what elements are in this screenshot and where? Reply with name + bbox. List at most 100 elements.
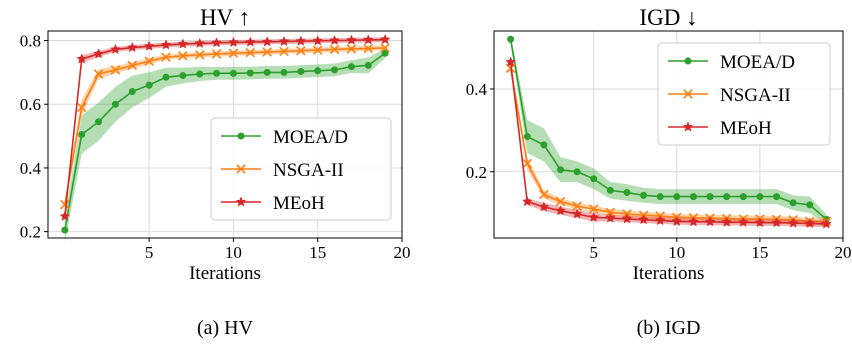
data-point — [194, 50, 205, 60]
data-point — [110, 43, 121, 55]
series-line — [64, 47, 386, 205]
data-point — [706, 193, 714, 201]
data-point — [721, 216, 733, 227]
data-point — [754, 217, 766, 228]
series-meoh — [59, 33, 391, 221]
data-point — [262, 47, 272, 57]
data-point — [314, 67, 322, 75]
data-point — [556, 166, 564, 174]
legend-box — [657, 42, 831, 146]
legend-label: NSGA-II — [273, 160, 344, 181]
data-point — [245, 47, 256, 58]
legend-marker — [235, 196, 247, 207]
data-point — [573, 168, 581, 176]
data-point — [623, 188, 631, 196]
data-point — [329, 34, 340, 46]
legend-label: MOEA/D — [273, 127, 348, 148]
data-point — [93, 48, 104, 59]
x-axis-label: Iterations — [633, 263, 705, 284]
legend-label: MOEA/D — [720, 52, 795, 73]
data-point — [522, 158, 533, 169]
data-point — [588, 204, 599, 214]
data-point — [160, 39, 172, 50]
data-point — [196, 70, 204, 78]
data-point — [640, 191, 648, 199]
data-point — [739, 193, 747, 201]
data-point — [572, 201, 582, 211]
data-point — [656, 193, 664, 201]
data-point — [263, 68, 271, 76]
data-point — [605, 207, 616, 218]
y-tick-label: 0.2 — [466, 163, 487, 182]
data-point — [381, 49, 389, 57]
data-point — [126, 41, 138, 53]
data-point — [279, 46, 289, 57]
data-point — [505, 56, 516, 67]
data-point — [671, 215, 683, 227]
legend-label: NSGA-II — [720, 85, 791, 106]
data-point — [507, 35, 515, 43]
data-point — [521, 195, 533, 207]
legend-marker — [684, 57, 692, 65]
data-point — [213, 69, 221, 77]
x-tick-label: 5 — [145, 243, 154, 262]
legend: MOEA/D NSGA-II MEoH — [210, 117, 392, 221]
data-point — [162, 73, 170, 81]
data-point — [704, 216, 716, 227]
data-point — [555, 205, 566, 216]
x-tick-label: 15 — [751, 243, 768, 262]
data-point — [540, 141, 548, 149]
legend-marker — [683, 89, 693, 99]
data-point — [363, 43, 374, 54]
data-point — [211, 49, 222, 59]
data-point — [246, 69, 254, 77]
data-point — [144, 56, 154, 67]
data-point — [312, 35, 324, 46]
x-tick-label: 10 — [225, 243, 242, 262]
data-point — [756, 193, 764, 201]
data-point — [673, 193, 681, 201]
data-point — [261, 36, 273, 47]
x-tick-label: 5 — [589, 243, 598, 262]
axes-frame — [493, 30, 844, 239]
data-point — [179, 72, 187, 80]
data-point — [60, 199, 70, 210]
data-point — [346, 44, 357, 54]
data-point — [228, 36, 239, 48]
data-point — [723, 193, 731, 201]
data-point — [161, 52, 171, 62]
data-point — [278, 35, 290, 47]
confidence-band — [64, 48, 386, 243]
series-line — [509, 68, 827, 223]
data-point — [538, 201, 550, 212]
data-point — [228, 48, 239, 59]
legend-box — [210, 117, 392, 221]
data-point — [689, 193, 697, 201]
data-point — [606, 186, 614, 194]
data-point — [61, 226, 69, 234]
data-point — [688, 216, 699, 227]
data-point — [654, 214, 666, 226]
data-point — [76, 53, 88, 64]
data-point — [555, 196, 566, 207]
chart-igd: 5 10 15 20 0.2 0.4 IGD ↓ Iterations (b) IGD MOEA/… — [466, 5, 852, 339]
data-point — [379, 33, 391, 45]
y-tick-label: 0.4 — [466, 80, 488, 99]
data-point — [773, 193, 781, 201]
x-tick-label: 15 — [309, 243, 326, 262]
legend-marker — [237, 132, 245, 140]
data-point — [804, 217, 816, 229]
data-point — [93, 69, 104, 79]
data-point — [821, 218, 832, 229]
series-moea-d — [507, 35, 830, 225]
data-point — [111, 100, 119, 108]
data-point — [110, 65, 121, 75]
x-tick-label: 20 — [835, 243, 852, 262]
legend-label: MEoH — [273, 193, 325, 214]
data-point — [523, 133, 531, 141]
data-point — [297, 67, 305, 75]
data-point — [787, 217, 799, 228]
legend-label: MEoH — [720, 118, 772, 139]
data-point — [806, 201, 814, 209]
chart-title: IGD ↓ — [639, 5, 697, 30]
